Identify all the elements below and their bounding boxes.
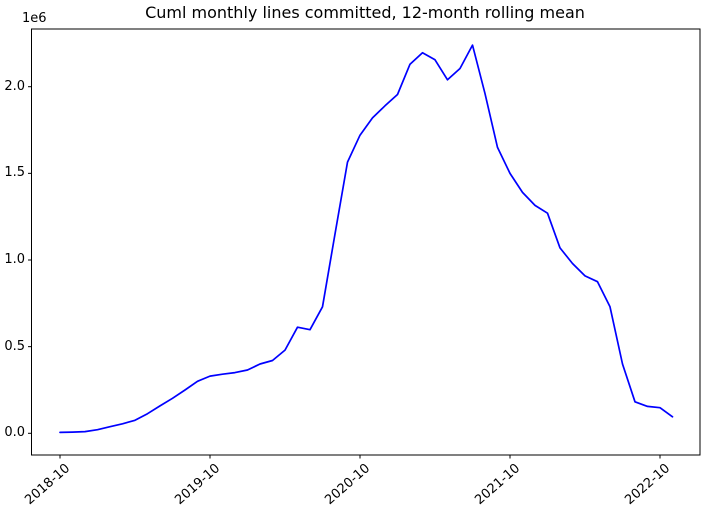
axes-box	[31, 28, 701, 456]
y-tick-label: 1.5	[4, 165, 25, 181]
chart-title: Cuml monthly lines committed, 12-month r…	[145, 3, 585, 22]
y-axis-offset-label: 1e6	[22, 11, 47, 26]
data-line-rolling-mean	[59, 44, 674, 434]
y-tick-label: 0.0	[4, 425, 25, 441]
y-tick-label: 1.0	[4, 252, 25, 267]
y-tick-label: 0.5	[4, 338, 25, 354]
y-tick-label: 2.0	[4, 78, 25, 94]
